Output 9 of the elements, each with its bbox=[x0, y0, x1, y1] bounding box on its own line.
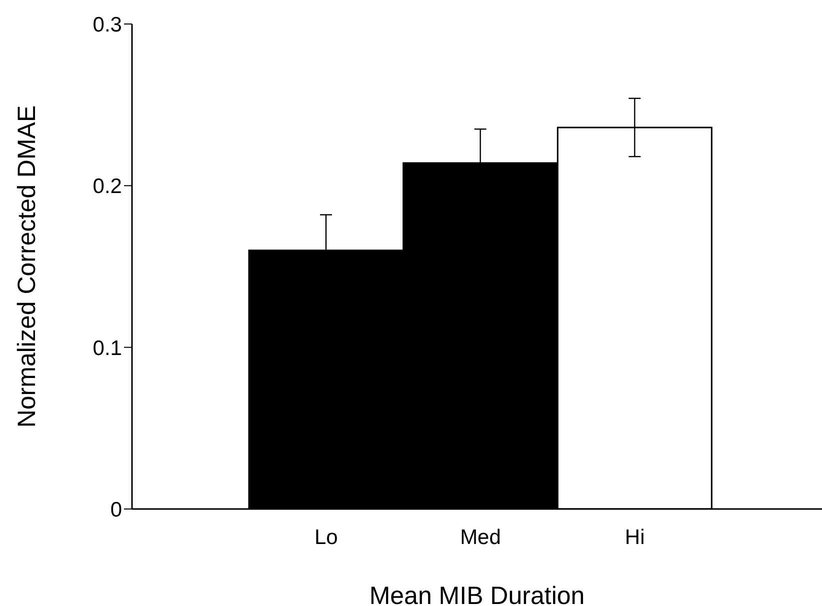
y-tick-label: 0.1 bbox=[92, 336, 122, 360]
y-tick-label: 0.3 bbox=[92, 13, 122, 36]
x-tick-label: Hi bbox=[624, 526, 645, 549]
x-tick-label: Lo bbox=[314, 526, 338, 549]
x-axis-title: Mean MIB Duration bbox=[369, 582, 585, 606]
y-axis-title: Normalized Corrected DMAE bbox=[12, 105, 41, 428]
y-tick-label: 0.2 bbox=[92, 175, 122, 198]
x-tick-label: Med bbox=[460, 526, 501, 549]
y-tick-label: 0 bbox=[110, 498, 122, 522]
